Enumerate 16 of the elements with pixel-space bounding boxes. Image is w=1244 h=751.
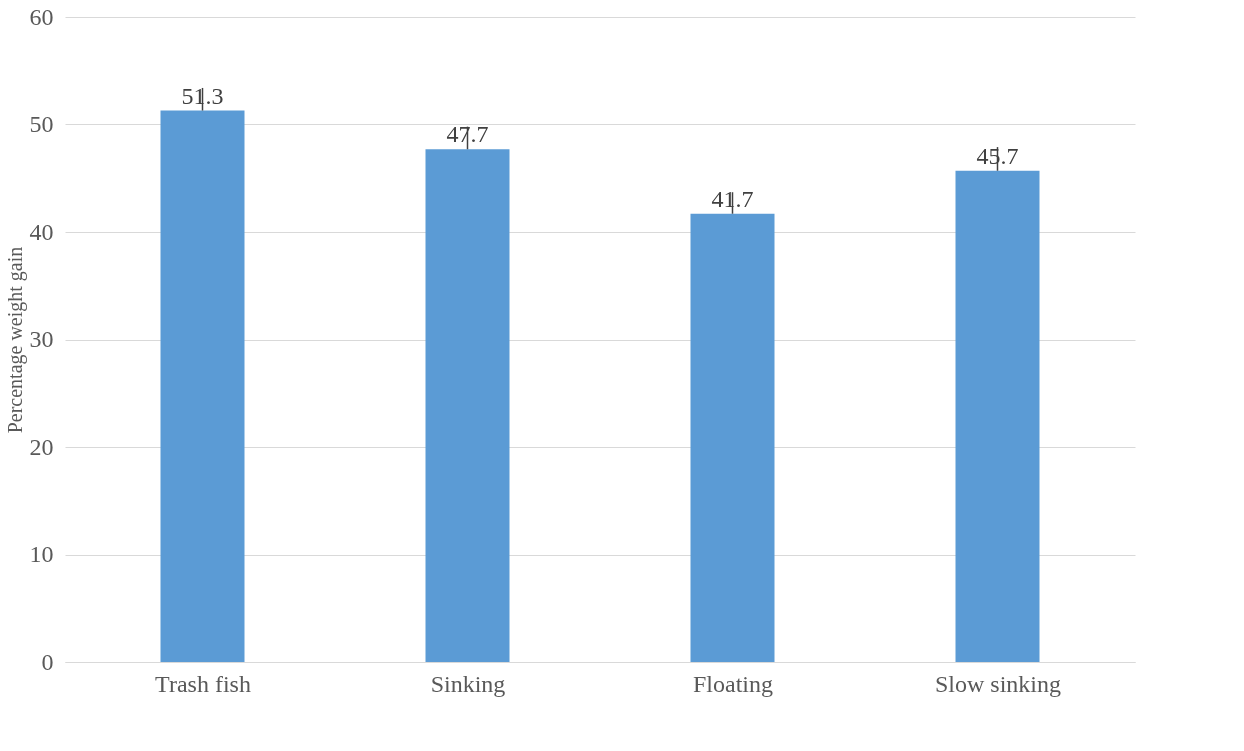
x-tick-label: Trash fish — [155, 670, 251, 697]
bar — [690, 213, 775, 662]
y-tick-label: 20 — [29, 433, 54, 460]
x-tick-label: Sinking — [430, 670, 506, 697]
y-axis-title: Percentage weight gain — [3, 246, 27, 434]
bar — [160, 110, 245, 662]
y-tick-label: 10 — [29, 541, 54, 567]
y-tick-label: 0 — [41, 648, 54, 675]
y-tick-label: 40 — [29, 218, 54, 245]
x-tick-label: Slow sinking — [934, 670, 1062, 697]
x-tick-label: Floating — [692, 670, 774, 697]
y-tick-label: 30 — [29, 326, 54, 352]
bar — [955, 170, 1040, 662]
y-tick-label: 60 — [29, 3, 54, 30]
y-tick-label: 50 — [29, 111, 54, 137]
bar — [425, 149, 510, 662]
